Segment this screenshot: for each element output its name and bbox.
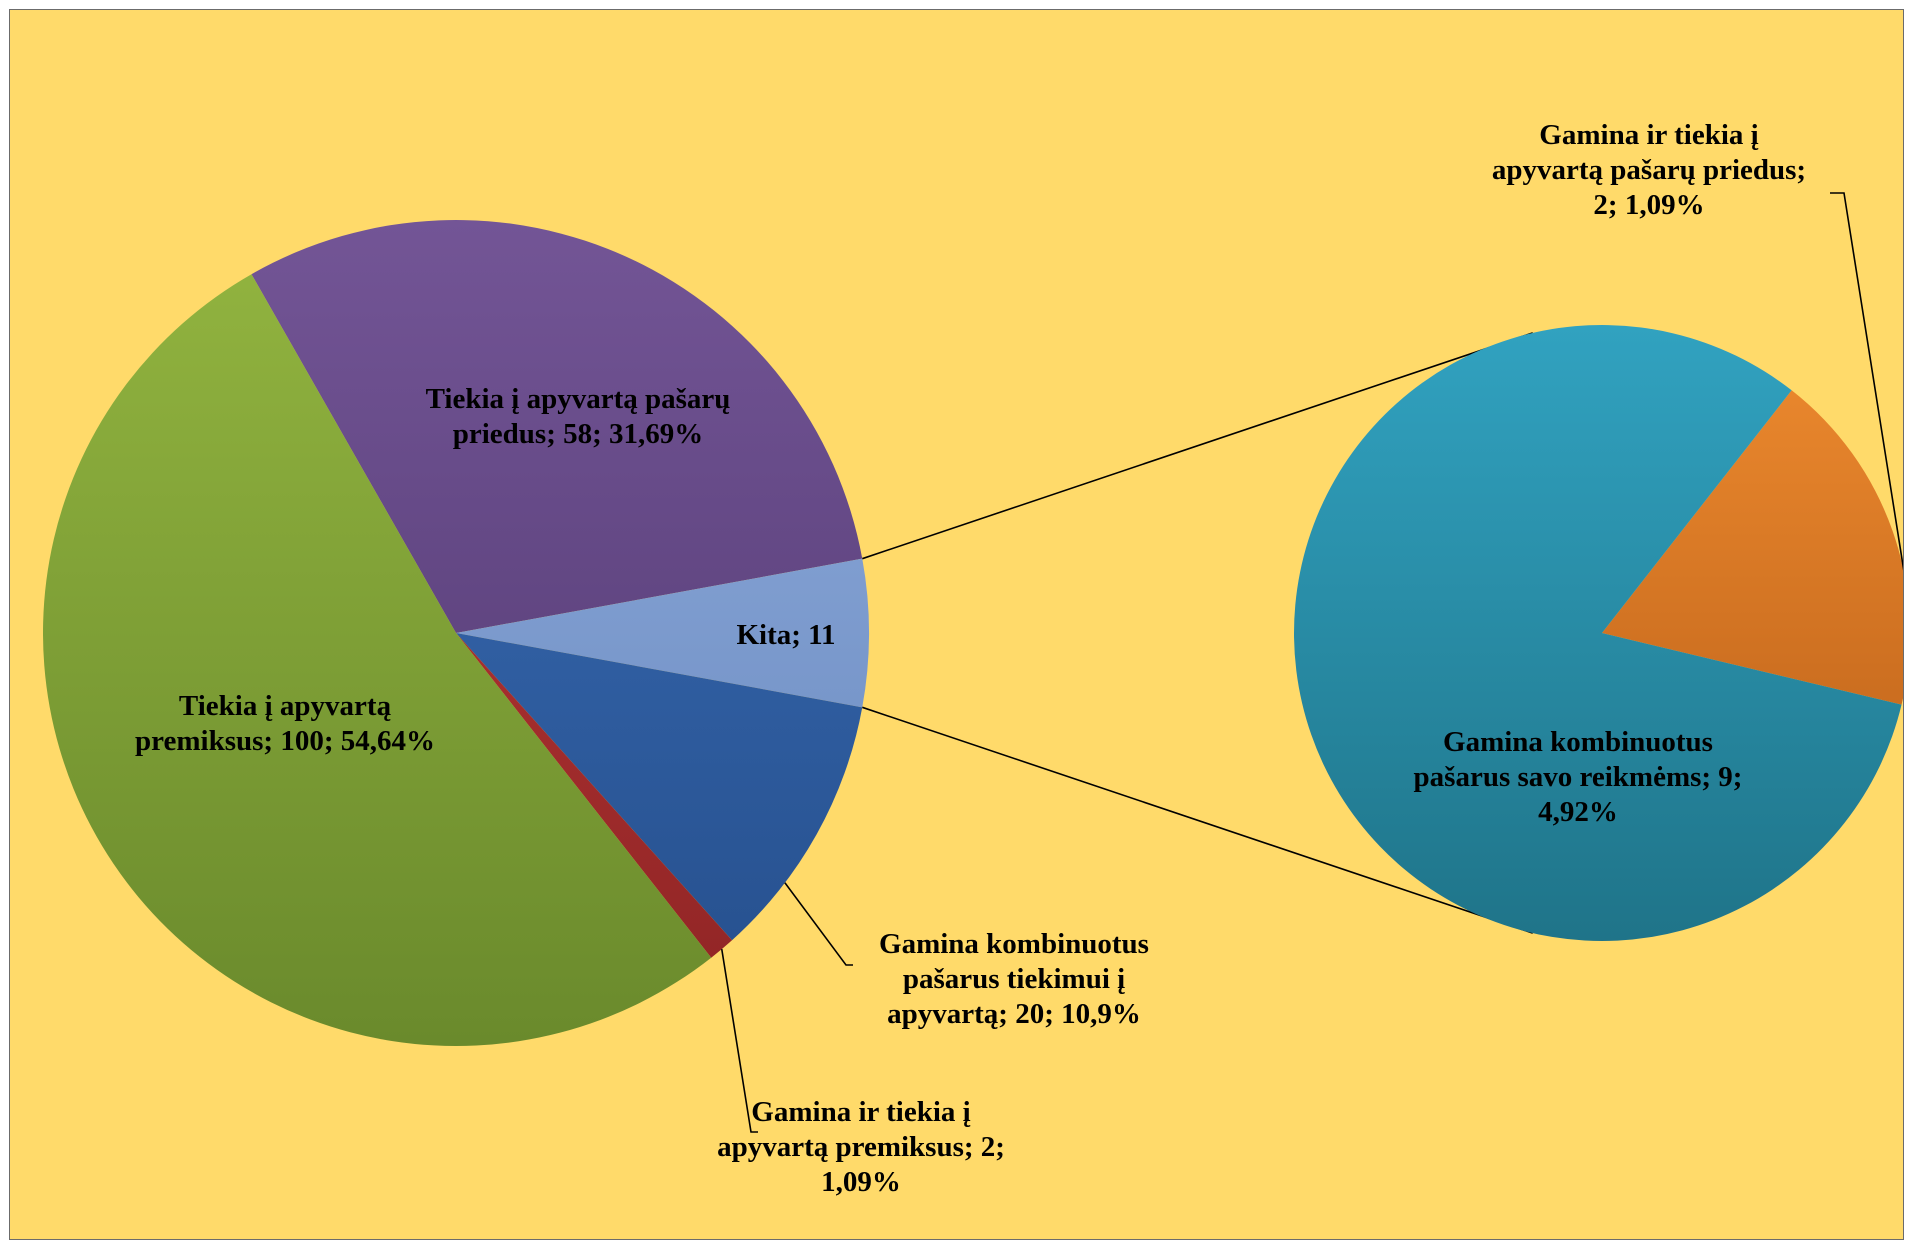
leader-line-pasaru-priedus-gamina [1830,192,1903,571]
data-label-line: apyvartą premiksus; 2; [717,1131,1005,1163]
main-slice-gamina-ir-tiekia-i-apyvarta-premiksus [456,633,733,958]
secondary-slice-gamina-ir-tiekia-i-apyvarta-pasaru-priedus [1602,390,1903,705]
data-labels: Tiekia į apyvartą pašarų priedus; 58; 31,… [135,119,1806,1198]
data-label-line: Kita; 11 [736,619,835,651]
connector-line-top [862,332,1533,560]
data-label-sec-0: Gamina ir tiekia į apyvartą pašarų priedu… [1492,119,1806,221]
data-label-line: Gamina kombinuotus [1443,726,1713,758]
data-label-sec-1: Gamina kombinuotus pašarus savo reikmėms;… [1414,726,1743,828]
data-label-line: Gamina ir tiekia į [751,1096,970,1128]
main-slice-gamina-kombinuotus-pasarus-tiekimui-i-apyvarta [456,633,863,941]
data-label-line: pašarus savo reikmėms; 9; [1414,761,1743,793]
connector-line-bottom [862,706,1533,934]
main-slice-tiekia-i-apyvarta-premiksus [43,274,712,1046]
data-label-line: priedus; 58; 31,69% [453,418,704,450]
data-label-line: Gamina ir tiekia į [1539,119,1758,151]
leader-line-premiksus-gamina [720,949,758,1133]
chart-frame: Tiekia į apyvartą pašarų priedus; 58; 31,… [9,9,1904,1240]
data-label-line: Gamina kombinuotus [879,928,1149,960]
main-slice-tiekia-i-apyvarta-pasaru-priedus [251,220,863,633]
pie-of-pie-chart: Tiekia į apyvartą pašarų priedus; 58; 31,… [10,10,1903,1239]
data-label-line: premiksus; 100; 54,64% [135,725,435,757]
data-label-main-4: Tiekia į apyvartą premiksus; 100; 54,64% [135,690,435,757]
data-label-line: 2; 1,09% [1593,189,1704,221]
secondary-slice-gamina-kombinuotus-pasarus-savo-reikmems [1293,324,1902,941]
leader-line-kombinuotus-tiekimui [784,882,853,966]
data-label-main-1: Kita; 11 [736,619,835,651]
data-label-line: 1,09% [821,1166,901,1198]
data-label-line: apyvartą; 20; 10,9% [887,998,1141,1030]
data-label-line: apyvartą pašarų priedus; [1492,154,1806,186]
connector-lines [862,332,1533,934]
data-label-main-0: Tiekia į apyvartą pašarų priedus; 58; 31,… [426,383,731,450]
data-label-main-3: Gamina ir tiekia į apyvartą premiksus; 2;… [717,1096,1005,1198]
data-label-line: Tiekia į apyvartą pašarų [426,383,731,415]
leader-lines [720,192,1903,1133]
main-slice-kita [456,558,869,708]
secondary-pie [1293,324,1903,941]
data-label-line: 4,92% [1538,796,1618,828]
main-pie [43,220,869,1046]
data-label-line: Tiekia į apyvartą [179,690,392,722]
data-label-line: pašarus tiekimui į [903,963,1125,995]
data-label-main-2: Gamina kombinuotus pašarus tiekimui į apyv… [879,928,1149,1030]
